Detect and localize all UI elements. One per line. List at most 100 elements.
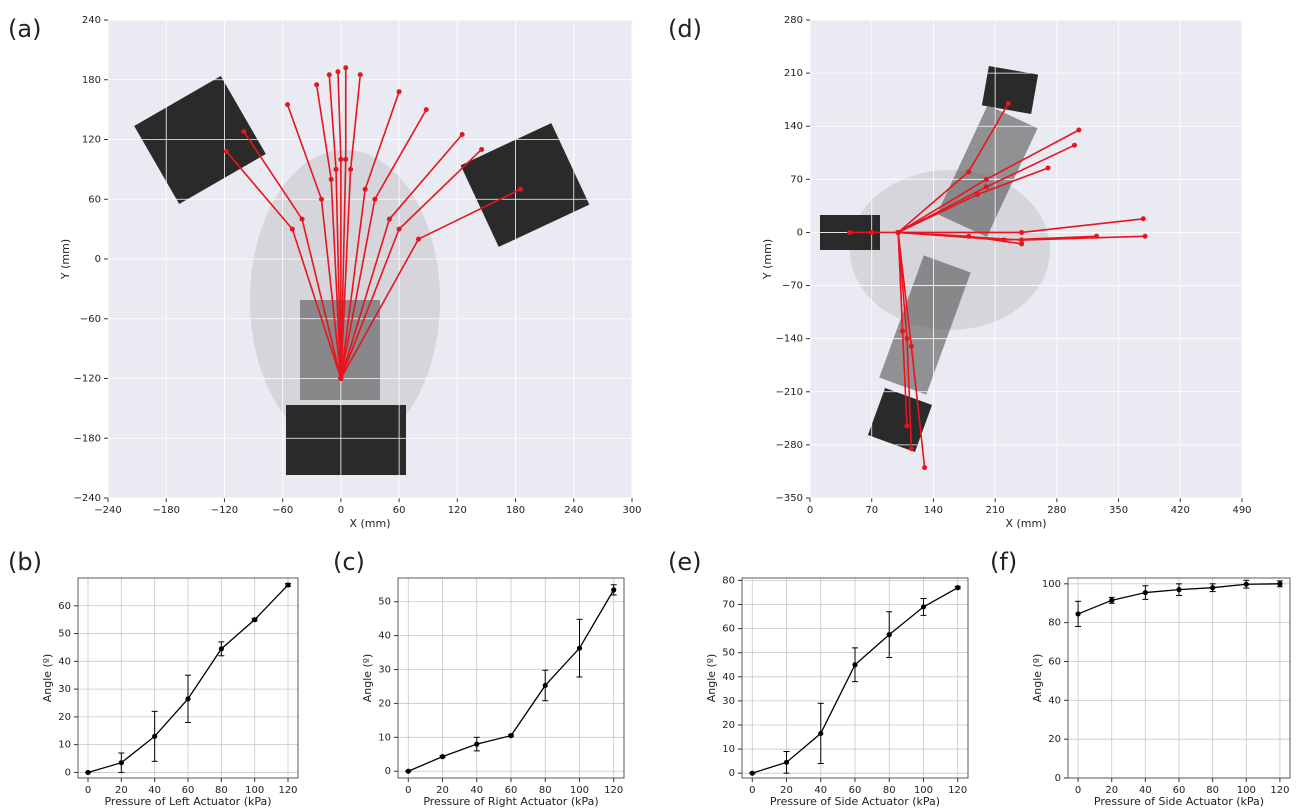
- data-point: [886, 632, 892, 638]
- trajectory-point: [333, 166, 339, 172]
- x-tick-label: 300: [622, 505, 641, 516]
- trajectory-point: [285, 102, 291, 108]
- trajectory-point: [372, 196, 378, 202]
- trajectory-point: [1045, 165, 1051, 171]
- y-tick-label: 60: [722, 624, 735, 635]
- plot-frame: [397, 577, 625, 779]
- y-tick-label: −210: [776, 387, 803, 398]
- y-tick-label: 140: [784, 121, 803, 132]
- trajectory-point: [983, 176, 989, 182]
- x-tick-label: 120: [448, 505, 467, 516]
- y-tick-label: 80: [1048, 618, 1061, 629]
- x-tick-label: 420: [1171, 505, 1190, 516]
- trajectory-point: [1142, 233, 1148, 239]
- y-tick-label: −70: [782, 281, 803, 292]
- x-tick-label: 80: [1206, 785, 1219, 796]
- trajectory-point: [908, 343, 914, 349]
- y-tick-label: 30: [722, 696, 735, 707]
- x-tick-label: −240: [94, 505, 121, 516]
- data-point: [1109, 597, 1115, 603]
- data-point: [1210, 585, 1216, 591]
- x-tick-label: 40: [148, 785, 161, 796]
- trajectory-point: [289, 226, 295, 232]
- trajectory-point: [1019, 229, 1025, 235]
- y-tick-label: 0: [1055, 773, 1061, 784]
- trajectory-point: [223, 148, 229, 154]
- trajectory-point: [922, 465, 928, 471]
- y-axis-label: Y (mm): [59, 239, 72, 280]
- y-tick-label: 0: [385, 766, 391, 777]
- plot-frame: [1067, 577, 1291, 779]
- x-tick-label: −180: [152, 505, 179, 516]
- y-tick-label: 50: [378, 597, 391, 608]
- x-tick-label: 120: [604, 785, 623, 796]
- x-tick-label: −60: [272, 505, 293, 516]
- y-tick-label: −240: [74, 493, 101, 504]
- trajectory-point: [966, 169, 972, 175]
- y-tick-label: 10: [58, 740, 71, 751]
- y-tick-label: −350: [776, 493, 803, 504]
- y-tick-label: −120: [74, 374, 101, 385]
- y-tick-label: 70: [722, 600, 735, 611]
- x-tick-label: 120: [1270, 785, 1289, 796]
- x-axis-label: Pressure of Left Actuator (kPa): [104, 795, 271, 808]
- x-tick-label: 0: [338, 505, 344, 516]
- x-tick-label: 60: [849, 785, 862, 796]
- trajectory-point: [396, 226, 402, 232]
- x-tick-label: 60: [393, 505, 406, 516]
- trajectory-point: [314, 82, 320, 88]
- data-point: [852, 662, 858, 668]
- data-point: [85, 769, 91, 776]
- trajectory-point: [423, 107, 429, 113]
- y-tick-label: 80: [722, 575, 735, 586]
- data-point: [542, 682, 548, 689]
- trajectory-point: [338, 376, 344, 381]
- y-axis-label: Y (mm): [761, 239, 774, 280]
- trajectory-point: [396, 89, 402, 95]
- trajectory-point: [459, 132, 465, 138]
- y-tick-label: 0: [65, 767, 71, 778]
- data-point: [920, 604, 927, 610]
- x-tick-label: 100: [1237, 785, 1256, 796]
- trajectory-point: [966, 233, 972, 239]
- x-tick-label: 240: [564, 505, 583, 516]
- x-tick-label: 350: [1109, 505, 1128, 516]
- data-point: [1277, 581, 1283, 587]
- y-tick-label: 40: [722, 672, 735, 683]
- plot-frame: [741, 577, 969, 779]
- y-tick-label: 20: [1048, 734, 1061, 745]
- data-point: [783, 759, 790, 765]
- trajectory-point: [348, 166, 354, 172]
- trajectory-point: [517, 186, 523, 192]
- y-tick-label: 120: [82, 135, 101, 146]
- trajectory-point: [847, 229, 853, 235]
- x-tick-label: 80: [215, 785, 228, 796]
- y-tick-label: 10: [378, 732, 391, 743]
- trajectory-point: [1019, 241, 1025, 247]
- trajectory-point: [338, 156, 344, 162]
- x-tick-label: 0: [749, 785, 755, 796]
- trajectory-point: [1076, 127, 1082, 133]
- y-tick-label: 60: [1048, 656, 1061, 667]
- trajectory-point: [318, 196, 324, 202]
- y-tick-label: 20: [58, 712, 71, 723]
- x-tick-label: 0: [807, 505, 813, 516]
- data-point: [185, 696, 191, 702]
- y-tick-label: 40: [378, 631, 391, 642]
- y-tick-label: 30: [378, 665, 391, 676]
- trajectory-point: [335, 69, 341, 75]
- trajectory-point: [241, 129, 247, 135]
- trajectory-point: [343, 65, 349, 71]
- data-point: [749, 770, 755, 776]
- y-tick-label: 50: [722, 648, 735, 659]
- trajectory-point: [1140, 216, 1146, 222]
- x-axis-label: Pressure of Side Actuator (kPa): [1094, 795, 1264, 808]
- data-point: [285, 582, 291, 588]
- panel-label: (b): [8, 548, 42, 576]
- data-point: [218, 646, 224, 652]
- y-tick-label: 280: [784, 15, 803, 26]
- x-tick-label: 60: [182, 785, 195, 796]
- y-tick-label: −180: [74, 433, 101, 444]
- trajectory-point: [904, 336, 910, 342]
- y-tick-label: 210: [784, 68, 803, 79]
